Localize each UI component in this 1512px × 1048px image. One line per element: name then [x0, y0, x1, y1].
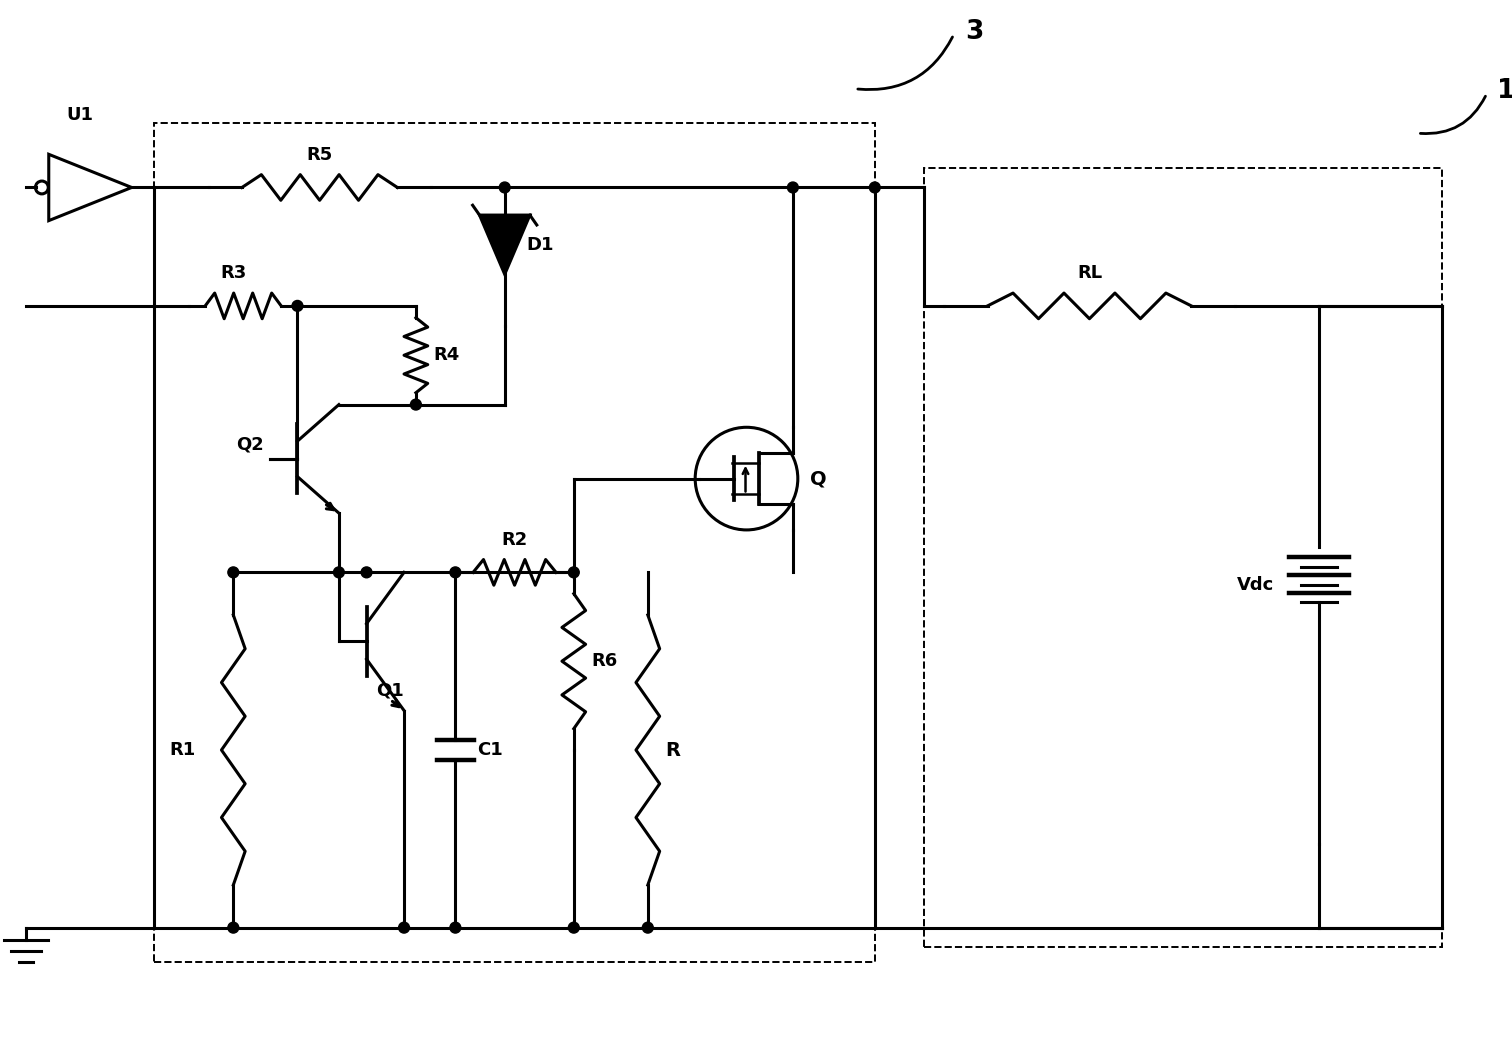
Text: R5: R5 — [307, 146, 333, 163]
Circle shape — [499, 182, 510, 193]
Text: U1: U1 — [67, 106, 94, 125]
Text: Vdc: Vdc — [1237, 575, 1275, 594]
Circle shape — [410, 399, 422, 410]
Circle shape — [869, 182, 880, 193]
Bar — [924, 168, 1442, 947]
Circle shape — [292, 301, 302, 311]
Text: Q2: Q2 — [236, 435, 265, 453]
Circle shape — [228, 922, 239, 933]
Circle shape — [399, 922, 410, 933]
Text: R3: R3 — [221, 264, 246, 282]
Text: RL: RL — [1077, 264, 1102, 282]
Circle shape — [788, 182, 798, 193]
Circle shape — [451, 922, 461, 933]
Circle shape — [361, 567, 372, 577]
Circle shape — [334, 567, 345, 577]
Text: 3: 3 — [966, 19, 984, 44]
Bar — [154, 124, 875, 962]
Circle shape — [451, 567, 461, 577]
Text: C1: C1 — [478, 741, 503, 759]
Circle shape — [569, 567, 579, 577]
Text: R1: R1 — [169, 741, 197, 759]
Text: R6: R6 — [591, 652, 618, 670]
Circle shape — [228, 567, 239, 577]
Polygon shape — [479, 215, 529, 275]
Text: R4: R4 — [434, 346, 460, 365]
Text: Q: Q — [809, 470, 826, 488]
Circle shape — [643, 922, 653, 933]
Text: R2: R2 — [502, 530, 528, 549]
Text: 1: 1 — [1497, 78, 1512, 104]
Text: R: R — [665, 741, 680, 760]
Text: Q1: Q1 — [376, 682, 404, 700]
Circle shape — [569, 922, 579, 933]
Text: D1: D1 — [526, 236, 553, 254]
